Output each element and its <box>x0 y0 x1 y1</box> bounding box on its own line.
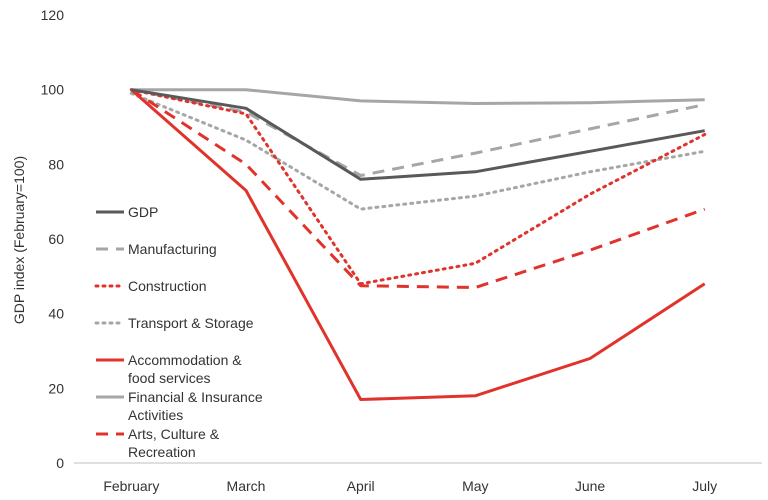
legend-label: Activities <box>128 407 183 423</box>
y-tick-label: 40 <box>48 306 64 322</box>
x-tick-label: July <box>692 478 717 494</box>
x-tick-label: May <box>462 478 488 494</box>
legend: GDP Manufacturing Construction Transport & … <box>94 204 263 460</box>
y-tick-label: 100 <box>41 82 65 98</box>
legend-label: Transport & Storage <box>128 315 254 331</box>
x-tick-label: April <box>347 478 375 494</box>
legend-label: Manufacturing <box>128 241 217 257</box>
legend-label: GDP <box>128 204 158 220</box>
y-tick-label: 60 <box>48 231 64 247</box>
series-line-arts-culture-recreation <box>130 88 706 289</box>
x-tick-label: March <box>227 478 266 494</box>
series-line-construction <box>129 88 707 286</box>
series-line-gdp <box>131 88 705 181</box>
legend-label: Financial & Insurance <box>128 389 263 405</box>
x-tick-label: June <box>575 478 606 494</box>
y-axis-title: GDP index (February=100) <box>11 156 27 324</box>
y-tick-label: 20 <box>48 380 64 396</box>
legend-label: food services <box>128 370 210 386</box>
series-line-transport-storage <box>129 91 707 211</box>
legend-label: Accommodation & <box>128 352 242 368</box>
series-line-accommodation-food-services <box>130 88 706 401</box>
legend-label: Arts, Culture & <box>128 426 220 442</box>
axes: 0 20 40 60 80 100 120 February March April May June… <box>41 7 762 494</box>
y-tick-label: 80 <box>48 156 64 172</box>
legend-label: Recreation <box>128 444 196 460</box>
series-line-financial-insurance-activities <box>131 88 705 105</box>
series-lines <box>129 88 707 401</box>
x-tick-label: February <box>103 478 159 494</box>
y-tick-label: 0 <box>56 455 64 471</box>
series-line-manufacturing <box>131 88 706 177</box>
y-tick-label: 120 <box>41 7 65 23</box>
legend-label: Construction <box>128 278 207 294</box>
